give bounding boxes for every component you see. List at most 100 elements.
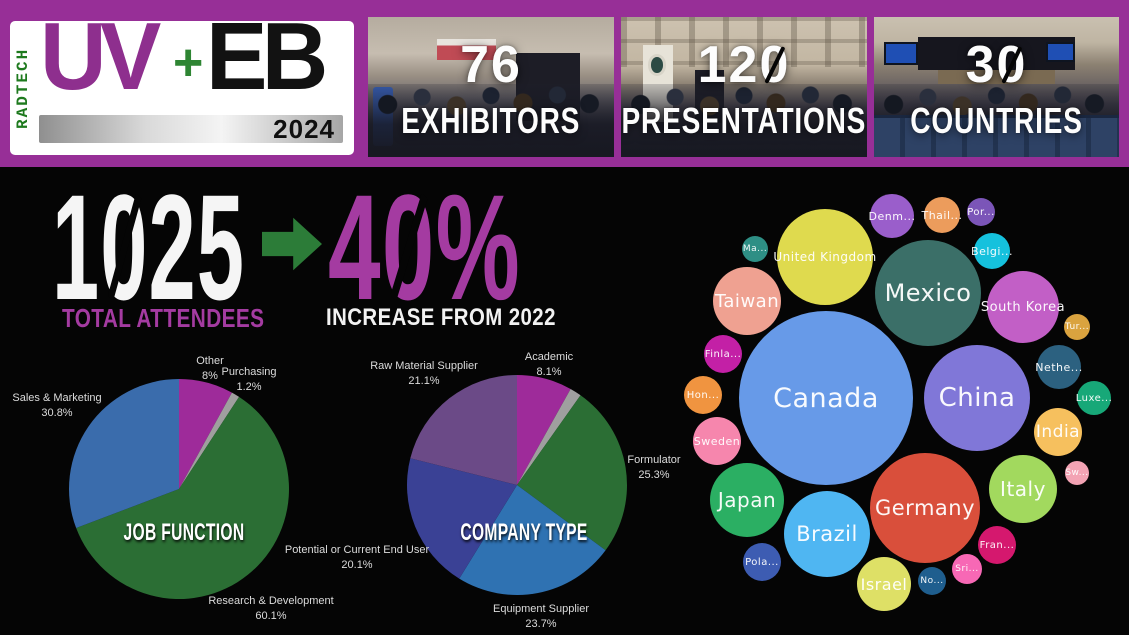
stat-countries: 30 COUNTRIES bbox=[874, 17, 1119, 157]
bubble-china: China bbox=[924, 345, 1030, 451]
pie-label-equipment-supplier: Equipment Supplier 23.7% bbox=[493, 602, 589, 632]
stat-number: 120 bbox=[697, 36, 791, 94]
photo-exhibitors: 76 EXHIBITORS bbox=[368, 17, 614, 157]
company-type-pie-chart bbox=[407, 375, 627, 595]
bubble-mexico: Mexico bbox=[875, 240, 981, 346]
pie-label-text: Formulator bbox=[627, 454, 681, 466]
pie-label-other: Other 8% bbox=[196, 354, 224, 384]
total-attendees-label: TOTAL ATTENDEES bbox=[62, 303, 265, 333]
pie-slice-other bbox=[179, 379, 232, 489]
bubble-label: Nethe... bbox=[1035, 360, 1083, 374]
pie-label-text: Raw Material Supplier bbox=[370, 360, 478, 372]
bubble-brazil: Brazil bbox=[784, 491, 870, 577]
bubble-southkorea: South Korea bbox=[981, 271, 1065, 343]
bubble-hon: Hon... bbox=[684, 376, 722, 414]
increase-number: 40% bbox=[328, 163, 521, 331]
pie-label-end-user: Potential or Current End User 20.1% bbox=[285, 543, 429, 573]
bubble-label: Sw... bbox=[1065, 468, 1089, 478]
bubble-label: Thail... bbox=[921, 208, 963, 222]
logo-uv-text: UV bbox=[40, 21, 161, 110]
bubble-denm: Denm... bbox=[868, 194, 916, 238]
pie-slice-potential-or-current-end-user bbox=[407, 458, 517, 579]
bubble-label: Sweden bbox=[693, 434, 741, 448]
pie-slice-raw-material-supplier bbox=[410, 375, 517, 485]
bubble-label: Italy bbox=[1000, 477, 1046, 501]
pie-label-pct: 25.3% bbox=[638, 468, 670, 481]
pie-label-pct: 21.1% bbox=[408, 374, 440, 387]
bubble-label: No... bbox=[920, 576, 944, 586]
stat-label: COUNTRIES bbox=[910, 100, 1083, 141]
pie-label-research-development: Research & Development 60.1% bbox=[208, 594, 333, 624]
photo-countries: 30 COUNTRIES bbox=[874, 17, 1119, 157]
radtech-uveb-logo: RADTECH UV + EB 2024 bbox=[10, 21, 354, 155]
increase-label: INCREASE FROM 2022 bbox=[326, 304, 556, 331]
bubble-thail: Thail... bbox=[921, 197, 963, 233]
pie-label-text: Purchasing bbox=[221, 366, 277, 378]
pie-label-text: Research & Development bbox=[208, 595, 334, 607]
pie-slice-formulator bbox=[517, 395, 627, 551]
bubble-label: Japan bbox=[717, 488, 777, 512]
stat-label: EXHIBITORS bbox=[401, 100, 581, 141]
bubble-no: No... bbox=[918, 567, 946, 595]
pie-slice-unlabeled bbox=[517, 388, 581, 485]
bubble-pola: Pola... bbox=[743, 543, 781, 581]
company-type-title: COMPANY TYPE bbox=[460, 519, 588, 546]
pie-slice-research-development bbox=[76, 396, 290, 600]
pie-label-pct: 23.7% bbox=[525, 617, 557, 630]
bubble-label: Canada bbox=[773, 382, 879, 414]
bubble-label: Pola... bbox=[745, 556, 779, 568]
pie-slice-equipment-supplier bbox=[459, 485, 606, 595]
pie-label-purchasing: Purchasing 1.2% bbox=[221, 365, 276, 395]
job-function-title: JOB FUNCTION bbox=[123, 519, 245, 546]
stat-number: 76 bbox=[460, 36, 522, 94]
bubble-japan: Japan bbox=[710, 463, 784, 537]
bubble-nethe: Nethe... bbox=[1035, 345, 1083, 389]
pie-label-pct: 1.2% bbox=[236, 380, 262, 393]
stat-label: PRESENTATIONS bbox=[621, 100, 867, 141]
stat-exhibitors: 76 EXHIBITORS bbox=[368, 17, 614, 157]
bubble-sw: Sw... bbox=[1065, 461, 1089, 485]
pie-label-pct: 30.8% bbox=[41, 406, 73, 419]
bubble-label: Brazil bbox=[796, 522, 858, 546]
stat-presentations: 120 PRESENTATIONS bbox=[621, 17, 867, 157]
bubble-label: Germany bbox=[874, 496, 976, 520]
bubble-canada: Canada bbox=[739, 311, 913, 485]
pie-slice-sales-marketing bbox=[69, 379, 179, 529]
pie-label-text: Academic bbox=[524, 351, 574, 363]
pie-label-pct: 8% bbox=[202, 369, 218, 382]
pie-slice-purchasing bbox=[179, 392, 240, 489]
pie-label-pct: 8.1% bbox=[536, 365, 562, 378]
bubble-label: Finla... bbox=[704, 348, 742, 360]
bubble-label: Taiwan bbox=[714, 290, 780, 312]
pie-label-text: Equipment Supplier bbox=[492, 603, 590, 615]
plus-icon: + bbox=[173, 34, 204, 92]
job-function-pie-chart bbox=[69, 379, 290, 600]
bubble-label: Sri... bbox=[955, 564, 979, 574]
bubble-belgi: Belgi... bbox=[971, 233, 1012, 269]
pie-label-pct: 60.1% bbox=[255, 609, 287, 622]
pie-label-pct: 20.1% bbox=[341, 558, 373, 571]
bubble-sweden: Sweden bbox=[693, 417, 741, 465]
pie-label-academic: Academic 8.1% bbox=[525, 350, 573, 380]
logo-year-bar: 2024 bbox=[39, 115, 343, 143]
bubble-label: Fran... bbox=[979, 539, 1015, 551]
bubble-label: Denm... bbox=[868, 209, 916, 223]
logo-year: 2024 bbox=[273, 114, 335, 144]
bubble-label: India bbox=[1035, 422, 1081, 442]
bubble-por: Por... bbox=[967, 198, 995, 226]
bubble-india: India bbox=[1034, 408, 1082, 456]
screen-decor bbox=[883, 42, 919, 65]
bubble-label: South Korea bbox=[980, 299, 1066, 315]
crowd-decor bbox=[368, 84, 614, 157]
bubble-tur: Tur... bbox=[1064, 314, 1090, 340]
pie-label-text: Sales & Marketing bbox=[12, 392, 102, 404]
bubble-label: Tur... bbox=[1064, 322, 1090, 332]
bubble-label: Luxe... bbox=[1075, 392, 1113, 404]
bubble-luxe: Luxe... bbox=[1075, 381, 1113, 415]
photo-presentations: 120 PRESENTATIONS bbox=[621, 17, 867, 157]
top-banner: RADTECH UV + EB 2024 76 EXHIBITORS bbox=[0, 0, 1129, 167]
bubble-germany: Germany bbox=[870, 453, 980, 563]
logo-eb-text: EB bbox=[206, 21, 328, 110]
